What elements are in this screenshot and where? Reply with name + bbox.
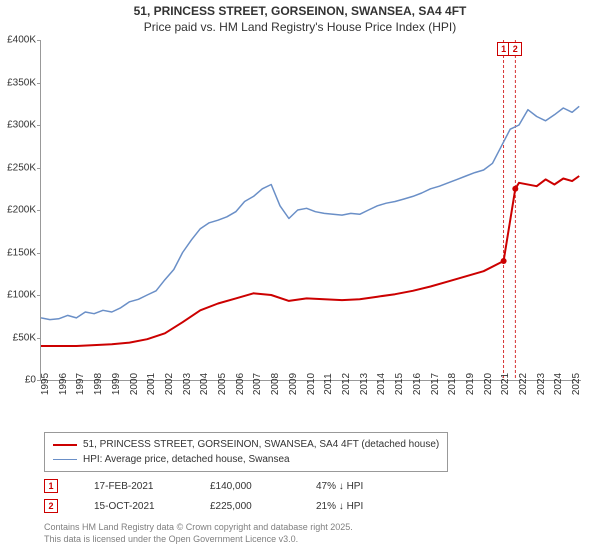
sale-row-hpi: 21% ↓ HPI	[316, 501, 396, 512]
y-axis-label: £200K	[7, 205, 36, 216]
x-axis-label: 1997	[75, 373, 86, 395]
x-axis-label: 2020	[483, 373, 494, 395]
footer-attribution: Contains HM Land Registry data © Crown c…	[44, 522, 353, 545]
x-axis-label: 1998	[93, 373, 104, 395]
x-axis-label: 2024	[553, 373, 564, 395]
x-axis-label: 2015	[394, 373, 405, 395]
x-axis-label: 2002	[164, 373, 175, 395]
sale-row-price: £225,000	[210, 501, 280, 512]
chart-area: 12 £0£50K£100K£150K£200K£250K£300K£350K£…	[40, 40, 580, 420]
plot-region: 12	[40, 40, 581, 381]
x-axis-label: 1999	[111, 373, 122, 395]
legend-swatch-property	[53, 444, 77, 446]
x-axis-label: 2025	[571, 373, 582, 395]
x-axis-label: 2004	[199, 373, 210, 395]
legend: 51, PRINCESS STREET, GORSEINON, SWANSEA,…	[44, 432, 448, 472]
x-axis-label: 2018	[447, 373, 458, 395]
x-axis-label: 2016	[412, 373, 423, 395]
sale-row-marker: 1	[44, 479, 58, 493]
y-axis-label: £150K	[7, 247, 36, 258]
legend-item-hpi: HPI: Average price, detached house, Swan…	[53, 452, 439, 467]
legend-item-property: 51, PRINCESS STREET, GORSEINON, SWANSEA,…	[53, 437, 439, 452]
x-axis-label: 2011	[323, 373, 334, 395]
x-axis-label: 2022	[518, 373, 529, 395]
x-axis-label: 2013	[359, 373, 370, 395]
y-axis-label: £0	[25, 375, 36, 386]
y-axis-label: £100K	[7, 290, 36, 301]
x-axis-label: 2003	[182, 373, 193, 395]
x-axis-label: 2023	[536, 373, 547, 395]
x-axis-label: 2006	[235, 373, 246, 395]
x-axis-label: 2010	[306, 373, 317, 395]
sale-marker-2: 2	[508, 42, 522, 56]
footer-line2: This data is licensed under the Open Gov…	[44, 534, 353, 546]
sale-row: 2 15-OCT-2021 £225,000 21% ↓ HPI	[44, 496, 396, 516]
x-axis-label: 1996	[58, 373, 69, 395]
y-axis-label: £350K	[7, 77, 36, 88]
x-axis-label: 2008	[270, 373, 281, 395]
sale-row-marker: 2	[44, 499, 58, 513]
chart-title-line2: Price paid vs. HM Land Registry's House …	[0, 20, 600, 36]
sale-row: 1 17-FEB-2021 £140,000 47% ↓ HPI	[44, 476, 396, 496]
x-axis-label: 2021	[500, 373, 511, 395]
sale-row-price: £140,000	[210, 481, 280, 492]
x-axis-label: 2000	[129, 373, 140, 395]
x-axis-label: 2017	[430, 373, 441, 395]
footer-line1: Contains HM Land Registry data © Crown c…	[44, 522, 353, 534]
chart-title-line1: 51, PRINCESS STREET, GORSEINON, SWANSEA,…	[0, 0, 600, 20]
sale-row-date: 15-OCT-2021	[94, 501, 174, 512]
x-axis-label: 2012	[341, 373, 352, 395]
chart-svg	[41, 40, 581, 380]
x-axis-label: 2005	[217, 373, 228, 395]
x-axis-label: 1995	[40, 373, 51, 395]
legend-swatch-hpi	[53, 459, 77, 461]
x-axis-label: 2019	[465, 373, 476, 395]
legend-label-property: 51, PRINCESS STREET, GORSEINON, SWANSEA,…	[83, 437, 439, 452]
y-axis-label: £50K	[13, 332, 36, 343]
sale-row-hpi: 47% ↓ HPI	[316, 481, 396, 492]
y-axis-label: £250K	[7, 162, 36, 173]
x-axis-label: 2009	[288, 373, 299, 395]
y-axis-label: £400K	[7, 35, 36, 46]
sale-row-date: 17-FEB-2021	[94, 481, 174, 492]
x-axis-label: 2014	[376, 373, 387, 395]
legend-label-hpi: HPI: Average price, detached house, Swan…	[83, 452, 290, 467]
sale-table: 1 17-FEB-2021 £140,000 47% ↓ HPI 2 15-OCT-202…	[44, 476, 396, 516]
y-axis-label: £300K	[7, 120, 36, 131]
x-axis-label: 2007	[252, 373, 263, 395]
chart-container: 51, PRINCESS STREET, GORSEINON, SWANSEA,…	[0, 0, 600, 560]
x-axis-label: 2001	[146, 373, 157, 395]
